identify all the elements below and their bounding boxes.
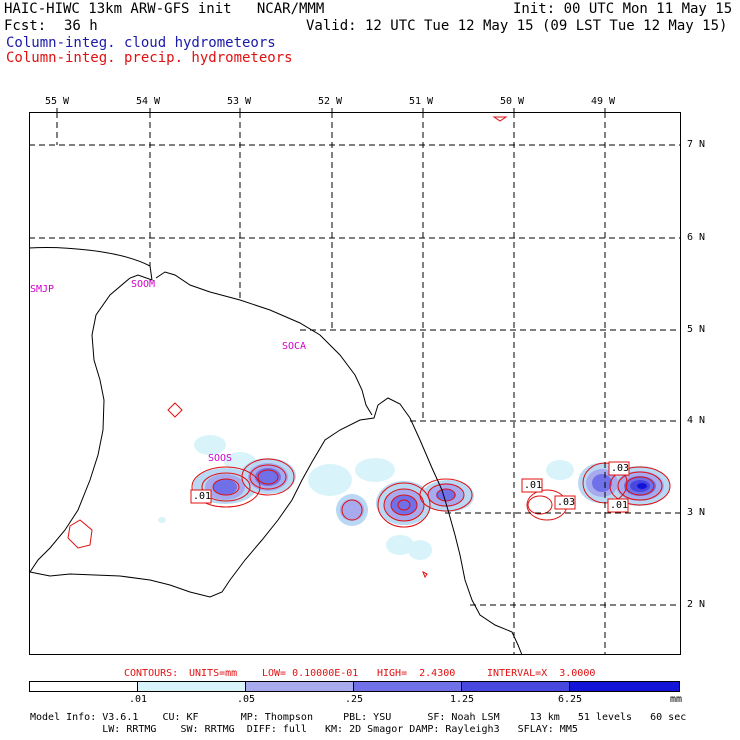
colorbar-tick: 6.25 [558,694,583,705]
station-label-soom: SOOM [131,279,156,290]
model-info-line1: Model Info: V3.6.1 CU: KF MP: Thompson P… [30,712,687,723]
contour-label-boxes [190,461,630,513]
plot-title: HAIC-HIWC 13km ARW-GFS init NCAR/MMM [4,1,325,17]
forecast-label: Fcst: [4,18,47,34]
contours-prefix: CONTOURS: [124,668,179,679]
contour-label: .01 [524,480,543,491]
init-time: Init: 00 UTC Mon 11 May 15 [513,1,733,17]
legend-cloud-hydrometeors: Column-integ. cloud hydrometeors [6,35,276,51]
colorbar [29,681,680,692]
station-label-soca: SOCA [282,341,307,352]
colorbar-tick: 1.25 [450,694,475,705]
colorbar-tick: .05 [237,694,256,705]
lon-label: 54 W [136,96,161,107]
station-label-smjp: SMJP [30,284,55,295]
frame-ticks [56,108,606,112]
lon-label: 49 W [591,96,616,107]
cloud-hydrometeor-shading [158,435,670,560]
contour-label: .01 [610,500,629,511]
lat-label: 6 N [687,232,706,243]
lon-label: 50 W [500,96,525,107]
contours-high: HIGH= 2.4300 [377,668,456,679]
lat-label: 4 N [687,415,706,426]
colorbar-tick: .25 [345,694,364,705]
forecast-value: 36 h [64,18,98,34]
station-label-soos: SOOS [208,453,233,464]
valid-time: Valid: 12 UTC Tue 12 May 15 (09 LST Tue … [306,18,728,34]
contour-label: .03 [557,497,576,508]
map-frame [29,112,681,655]
contour-label: .01 [193,491,212,502]
contour-label: .03 [611,463,630,474]
precip-hydrometeor-contours [67,116,671,579]
lat-label: 3 N [687,507,706,518]
coastline [28,247,523,656]
lon-label: 55 W [45,96,70,107]
contours-units: UNITS=mm [189,668,238,679]
colorbar-tick: .01 [129,694,148,705]
lon-label: 52 W [318,96,343,107]
lat-label: 2 N [687,599,706,610]
legend-precip-hydrometeors: Column-integ. precip. hydrometeors [6,50,293,66]
model-info-line2: LW: RRTMG SW: RRTMG DIFF: full KM: 2D Sm… [30,724,578,735]
lat-label: 7 N [687,139,706,150]
contours-low: LOW= 0.10000E-01 [262,668,359,679]
lon-label: 53 W [227,96,252,107]
colorbar-unit: mm [670,694,683,705]
lon-label: 51 W [409,96,434,107]
lat-label: 5 N [687,324,706,335]
contours-interval: INTERVAL=X 3.0000 [487,668,596,679]
graticule [29,112,680,655]
